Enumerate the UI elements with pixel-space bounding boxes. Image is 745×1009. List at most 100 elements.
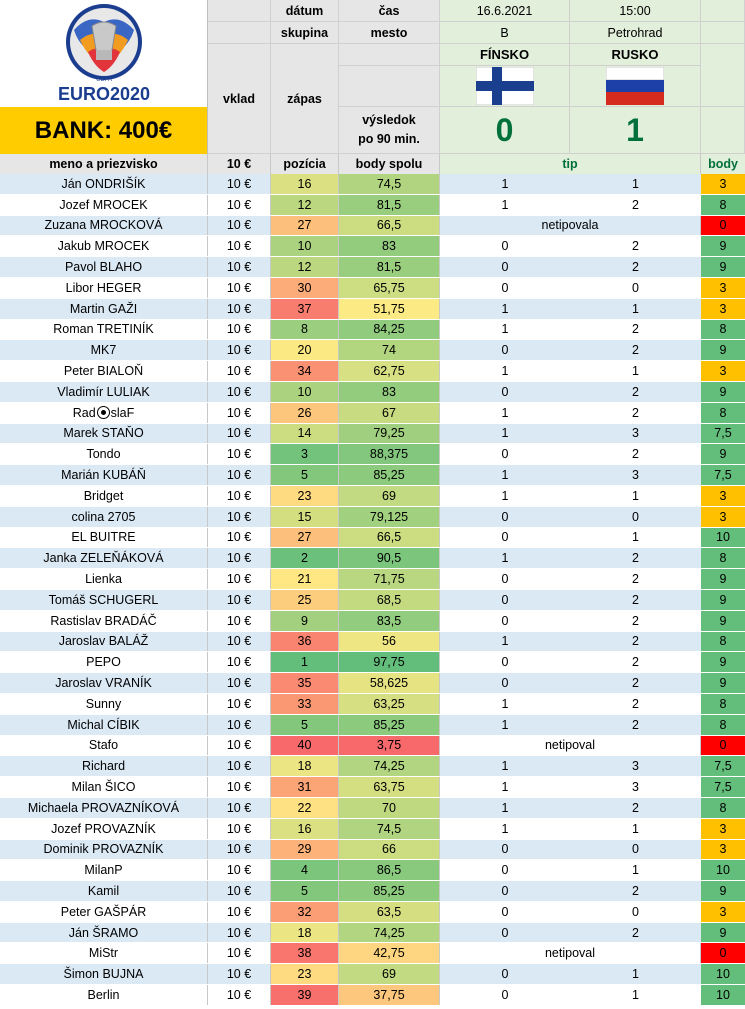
table-row: EL BUITRE 10 €27 66,5 0 1 10 — [0, 527, 745, 549]
column-header-row: meno a priezvisko 10 € pozícia body spol… — [0, 154, 745, 174]
tip-team2: 2 — [632, 239, 639, 254]
table-row: Tondo 10 €3 88,375 0 2 9 — [0, 444, 745, 466]
trophy-logo-icon: UEFA EURO2020 — [58, 4, 150, 104]
stake: 10 € — [208, 402, 271, 423]
tip-team1: 1 — [501, 696, 509, 711]
tip-team2: 2 — [632, 384, 639, 399]
tip-team2: 2 — [632, 551, 639, 566]
stake: 10 € — [208, 506, 271, 527]
tip-team1: 0 — [501, 676, 509, 691]
table-row: Zuzana MROCKOVÁ 10 €27 66,5 netipovala 0 — [0, 215, 745, 237]
table-row: Pavol BLAHO 10 €12 81,5 0 2 9 — [0, 257, 745, 278]
table-row: Lienka 10 €21 71,75 0 2 9 — [0, 569, 745, 590]
position: 32 — [271, 901, 339, 922]
total-points: 85,25 — [339, 714, 440, 735]
tip-team2: 1 — [632, 821, 639, 836]
participant-name: Richard — [0, 756, 208, 777]
table-row: Stafo 10 €40 3,75 netipoval 0 — [0, 735, 745, 757]
team2-flag — [570, 66, 701, 107]
tip-team2: 0 — [632, 904, 639, 919]
stake: 10 € — [208, 756, 271, 777]
position: 35 — [271, 673, 339, 693]
stake: 10 € — [208, 381, 271, 402]
position: 18 — [271, 756, 339, 777]
match-points: 10 — [701, 964, 745, 985]
tip-team2: 2 — [632, 634, 639, 649]
table-row: Jozef MROCEK 10 €12 81,5 1 2 8 — [0, 194, 745, 216]
match-points: 8 — [701, 319, 745, 340]
participant-name: Marek STAŇO — [0, 423, 208, 444]
position: 40 — [271, 735, 339, 756]
participant-name: Jakub MROCEK — [0, 236, 208, 257]
participant-name: Libor HEGER — [0, 277, 208, 298]
mesto-label: mesto — [339, 22, 440, 44]
total-points: 66 — [339, 839, 440, 860]
tip-team1: 1 — [501, 176, 509, 191]
stake: 10 € — [208, 444, 271, 465]
stake: 10 € — [208, 215, 271, 236]
participant-name: Rad slaF — [0, 402, 208, 423]
header-blank — [701, 107, 745, 154]
stake: 10 € — [208, 777, 271, 797]
total-points: 84,25 — [339, 319, 440, 340]
position: 15 — [271, 506, 339, 527]
russia-flag-icon — [606, 67, 664, 105]
match-points: 8 — [701, 631, 745, 652]
col-meno: meno a priezvisko — [0, 154, 208, 174]
stake: 10 € — [208, 985, 271, 1005]
position: 16 — [271, 818, 339, 839]
position: 10 — [271, 236, 339, 257]
participant-name: MK7 — [0, 340, 208, 361]
total-points: 69 — [339, 964, 440, 985]
col-body: body — [701, 154, 745, 174]
participant-name: MiStr — [0, 943, 208, 964]
position: 2 — [271, 548, 339, 569]
participant-name: Vladimír LULIAK — [0, 381, 208, 402]
tip-team2: 2 — [632, 572, 639, 587]
stake: 10 € — [208, 735, 271, 756]
total-points: 67 — [339, 402, 440, 423]
svg-text:UEFA: UEFA — [96, 77, 112, 83]
match-points: 9 — [701, 569, 745, 589]
total-points: 81,5 — [339, 257, 440, 277]
tip-team1: 0 — [501, 260, 509, 275]
table-row: Ján ŠRAMO 10 €18 74,25 0 2 9 — [0, 922, 745, 944]
match-points: 8 — [701, 693, 745, 714]
match-points: 10 — [701, 985, 745, 1005]
position: 30 — [271, 277, 339, 298]
table-row: Jozef PROVAZNÍK 10 €16 74,5 1 1 3 — [0, 818, 745, 840]
tip-team1: 0 — [501, 967, 509, 982]
position: 5 — [271, 465, 339, 485]
position: 3 — [271, 444, 339, 465]
header-blank — [701, 0, 745, 22]
match-points: 3 — [701, 901, 745, 922]
total-points: 66,5 — [339, 215, 440, 236]
tip-team2: 1 — [632, 530, 639, 545]
total-points: 70 — [339, 797, 440, 818]
tip-team2: 2 — [632, 925, 639, 940]
match-points: 9 — [701, 236, 745, 257]
position: 5 — [271, 881, 339, 901]
table-row: Ján ONDRIŠÍK 10 €16 74,5 1 1 3 — [0, 174, 745, 195]
vklad-label: vklad — [208, 44, 271, 154]
tip-team2: 3 — [632, 426, 639, 441]
stake: 10 € — [208, 964, 271, 985]
tip-team1: 0 — [501, 572, 509, 587]
match-points: 7,5 — [701, 756, 745, 777]
total-points: 85,25 — [339, 465, 440, 485]
table-row: Richard 10 €18 74,25 1 3 7,5 — [0, 756, 745, 778]
table-row: Marián KUBÁŇ 10 €5 85,25 1 3 7,5 — [0, 465, 745, 486]
stake: 10 € — [208, 673, 271, 693]
match-points: 8 — [701, 402, 745, 423]
match-points: 3 — [701, 818, 745, 839]
tip-team2: 2 — [632, 343, 639, 358]
total-points: 68,5 — [339, 589, 440, 610]
table-row: MK7 10 €20 74 0 2 9 — [0, 340, 745, 362]
tip-team1: 0 — [501, 592, 509, 607]
position: 22 — [271, 797, 339, 818]
participant-name: Peter BIALOŇ — [0, 361, 208, 381]
stake: 10 € — [208, 839, 271, 860]
participant-name: Pavol BLAHO — [0, 257, 208, 277]
total-points: 74,25 — [339, 922, 440, 943]
match-points: 3 — [701, 506, 745, 527]
